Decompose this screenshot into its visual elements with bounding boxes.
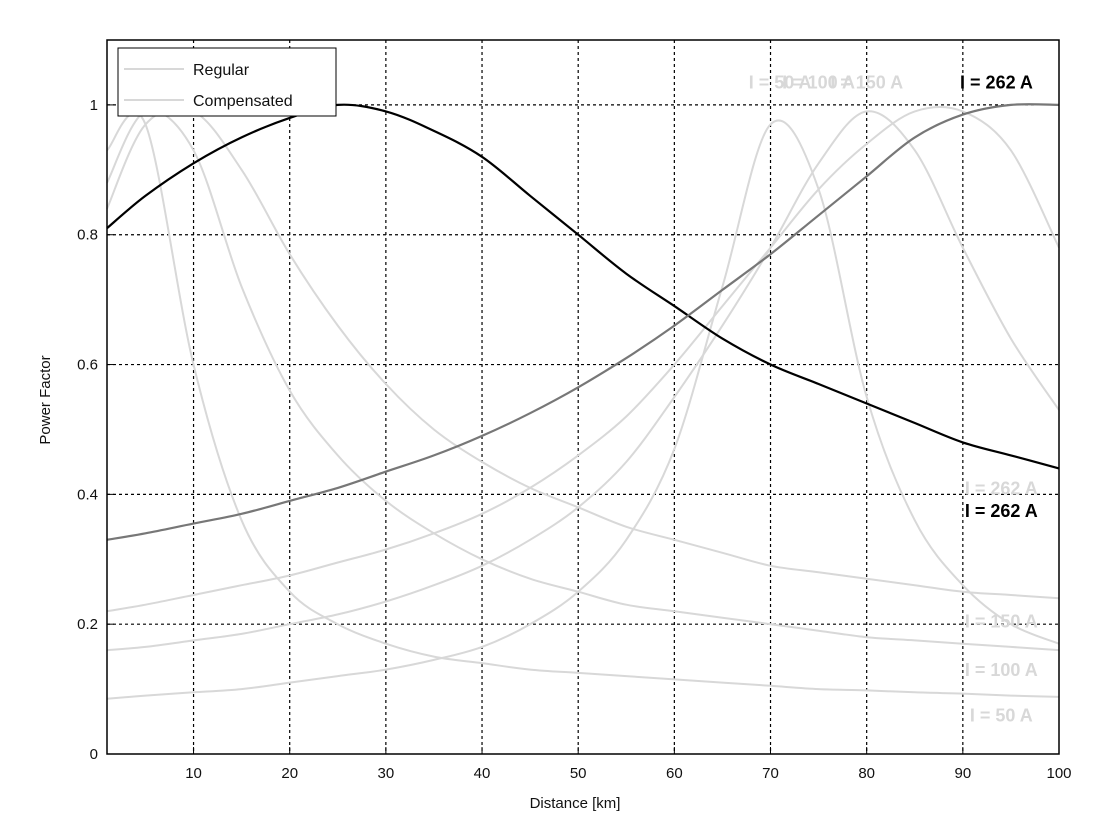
x-tick-label: 40 [474,765,491,782]
curve-annotation: I = 150 A [830,73,903,93]
curve-annotation: I = 262 A [965,478,1038,498]
curve-annotation: I = 100 A [782,73,855,93]
x-tick-label: 20 [281,765,298,782]
x-tick-label: 50 [570,765,587,782]
series-line-i-100-a-regular [106,109,1060,652]
x-tick-label: 100 [1046,765,1071,782]
axis-ticks: 10 20 30 40 50 60 70 80 90 100 0 0.2 0.4 0.6 0.8 1 [77,97,1071,782]
plot-frame [106,39,1060,755]
y-tick-label: 0.2 [77,616,98,633]
series-line-i-50-a-compensated [106,119,1060,700]
legend-box [117,47,337,117]
x-tick-label: 60 [666,765,683,782]
series-line-i-262-a-regular [106,103,1060,470]
series-line-i-100-a-compensated [106,110,1060,652]
series-line-i-262-a-compensated [106,103,1060,541]
series-line-i-150-a-regular [106,106,1060,600]
y-tick-label: 0.8 [77,227,98,244]
y-tick-label: 0.6 [77,357,98,374]
x-tick-label: 30 [378,765,395,782]
legend-entry-compensated: Compensated [193,93,293,110]
legend: Regular Compensated [117,47,337,117]
series-line-i-150-a-compensated [106,105,1060,613]
x-axis-label: Distance [km] [530,795,621,812]
x-tick-label: 90 [954,765,971,782]
y-tick-label: 0.4 [77,486,98,503]
series-lines [106,103,1060,700]
x-tick-label: 80 [858,765,875,782]
curve-annotation: I = 150 A [965,611,1038,631]
curve-annotation: I = 50 A [749,73,812,93]
curve-annotation: I = 50 A [970,706,1033,726]
y-tick-label: 1 [90,97,98,114]
curve-annotation: I = 262 A [965,501,1038,521]
grid [107,40,1059,754]
curve-annotation: I = 262 A [960,73,1033,93]
curve-annotations: I = 262 AI = 150 AI = 100 AI = 50 AI = 2… [749,73,1038,726]
curve-annotation: I = 100 A [965,660,1038,680]
legend-entry-regular: Regular [193,62,250,79]
x-tick-label: 70 [762,765,779,782]
y-axis-label: Power Factor [37,355,54,444]
x-tick-label: 10 [185,765,202,782]
series-line-i-50-a-regular [106,111,1060,698]
y-tick-label: 0 [90,746,98,763]
